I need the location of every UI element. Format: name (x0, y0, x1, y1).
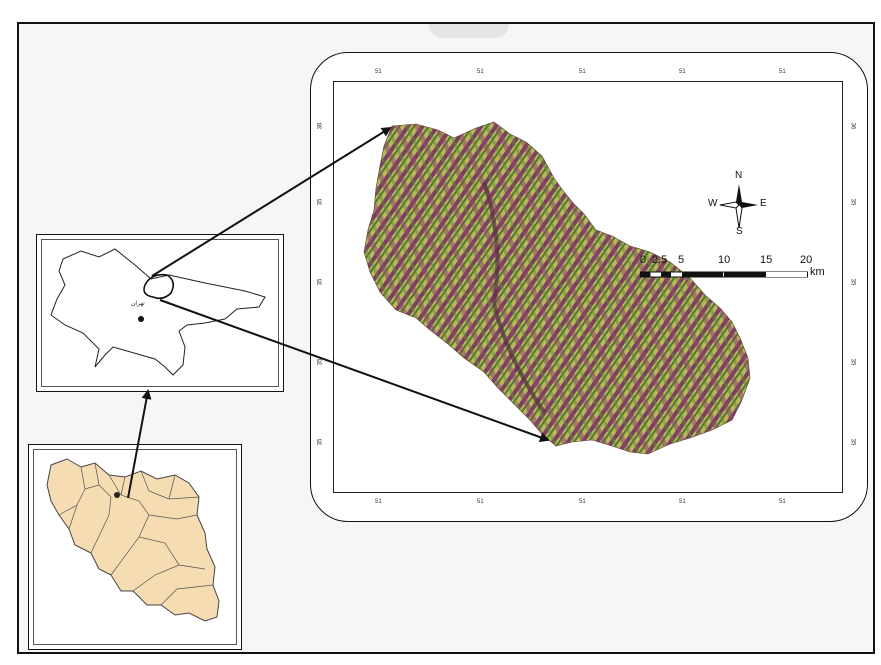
scale-bar: 0 2.5 5 10 15 20 km (638, 250, 838, 290)
bottom-tick-5: 51 (779, 499, 786, 505)
right-tick-2: 35 (849, 198, 856, 206)
left-tick-2: 35 (317, 198, 324, 206)
compass-n: N (735, 170, 743, 181)
compass-s: S (736, 226, 743, 237)
right-tick-5: 35 (849, 438, 856, 446)
scale-label-0: 0 (640, 254, 647, 266)
bottom-tick-2: 51 (477, 499, 484, 505)
iran-outline (46, 458, 220, 622)
tehran-city-dot (138, 316, 144, 322)
top-decoration (429, 24, 509, 38)
bottom-tick-1: 51 (375, 499, 382, 505)
scale-label-10: 10 (718, 254, 731, 266)
bottom-tick-3: 51 (579, 499, 586, 505)
study-area-map-panel: N S W E 0 2.5 5 10 15 20 km 51 (310, 52, 868, 522)
right-tick-3: 35 (849, 278, 856, 286)
bottom-tick-4: 51 (679, 499, 686, 505)
left-tick-3: 35 (317, 278, 324, 286)
study-area-map: N S W E 0 2.5 5 10 15 20 km (333, 81, 843, 493)
scale-label-2-5: 2.5 (652, 254, 668, 266)
top-tick-3: 51 (579, 69, 586, 75)
tehran-province-map: تهران (36, 234, 284, 392)
left-tick-4: 35 (317, 358, 324, 366)
compass-e: E (760, 198, 767, 209)
left-tick-1: 36 (317, 122, 324, 130)
iran-inset-map (28, 444, 242, 650)
tehran-marker (114, 492, 120, 498)
top-tick-4: 51 (679, 69, 686, 75)
compass-rose-icon (719, 184, 758, 229)
top-tick-1: 51 (375, 69, 382, 75)
right-tick-4: 35 (849, 358, 856, 366)
scale-label-5: 5 (678, 254, 685, 266)
scale-label-20: 20 (800, 254, 813, 266)
top-tick-5: 51 (779, 69, 786, 75)
left-tick-5: 35 (317, 438, 324, 446)
tehran-label: تهران (131, 300, 145, 307)
scale-label-15: 15 (760, 254, 773, 266)
scale-unit: km (810, 266, 825, 278)
compass-w: W (708, 198, 718, 209)
tehran-province-outline: تهران (50, 248, 266, 376)
scale-bar-graphic (640, 271, 808, 278)
top-tick-2: 51 (477, 69, 484, 75)
right-tick-1: 36 (849, 122, 856, 130)
north-arrow: N S W E (708, 170, 767, 237)
